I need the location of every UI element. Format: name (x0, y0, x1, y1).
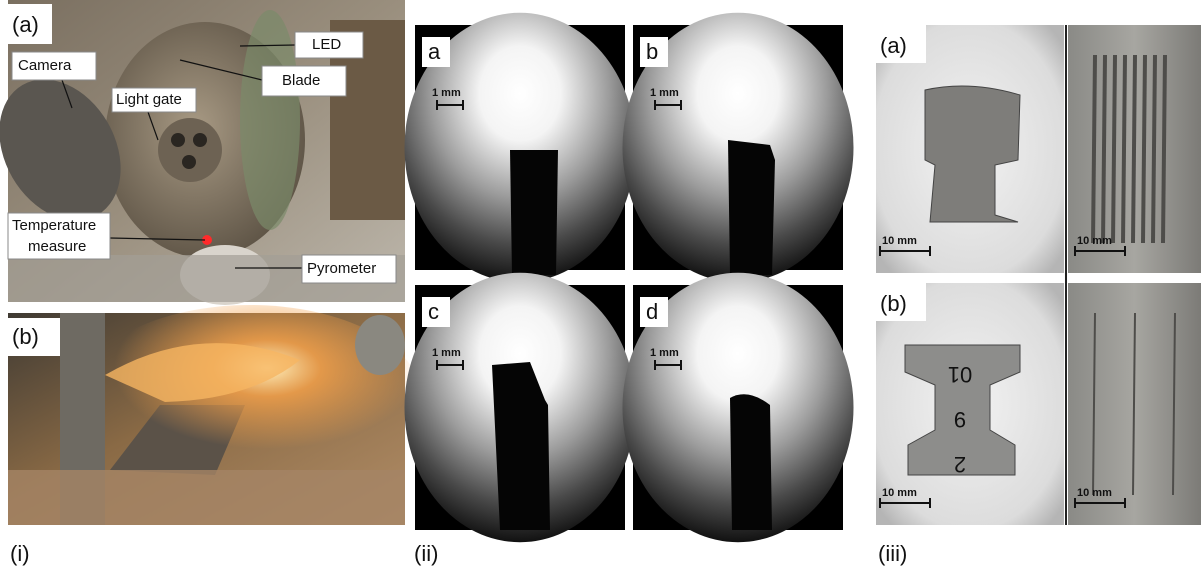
specimen-photos: (a) 10 mm 10 mm (b) 10 mm 10 mm 01 9 2 (876, 25, 1201, 525)
groove (1153, 55, 1155, 243)
groove (1133, 55, 1135, 243)
hub (158, 118, 222, 182)
specimen-shadow (730, 394, 772, 530)
panel-label: (i) (10, 541, 30, 566)
panel-label: (b) (12, 324, 39, 349)
scale-label: 1 mm (432, 87, 461, 99)
panel-label: (ii) (414, 541, 438, 566)
callout: Light gate (116, 91, 182, 108)
specimen-shadow (728, 140, 775, 275)
panel-label: (iii) (878, 541, 907, 566)
specimen-mark: 9 (954, 407, 966, 432)
frame-label: b (646, 39, 658, 64)
callout: Temperature (12, 217, 96, 234)
scale-label: 1 mm (650, 347, 679, 359)
callout: LED (312, 36, 341, 53)
specimen-mark: 01 (948, 362, 972, 387)
camera-lens (355, 315, 405, 375)
row-label: (b) (880, 291, 907, 316)
groove (1123, 55, 1125, 243)
groove (1103, 55, 1105, 243)
photo-test (8, 305, 420, 525)
hole (182, 155, 196, 169)
row-label: (a) (880, 33, 907, 58)
callout: Pyrometer (307, 260, 376, 277)
figure: (a) Camera Light gate LED Blade Temperat… (0, 0, 1203, 570)
specimen-mark: 2 (954, 452, 966, 477)
disc-rim (240, 10, 300, 230)
scale-label: 1 mm (432, 347, 461, 359)
scale-label: 10 mm (882, 235, 917, 247)
groove (1093, 55, 1095, 243)
scale-label: 10 mm (1077, 235, 1112, 247)
scale-label: 1 mm (650, 87, 679, 99)
groove (1143, 55, 1145, 243)
panel-label: (a) (12, 12, 39, 37)
groove (1113, 55, 1115, 243)
frame-label: c (428, 299, 439, 324)
hole (193, 133, 207, 147)
callout: measure (28, 238, 86, 255)
hole (171, 133, 185, 147)
scale-label: 10 mm (1077, 487, 1112, 499)
scale-label: 10 mm (882, 487, 917, 499)
frame-label: a (428, 39, 441, 64)
frame-label: d (646, 299, 658, 324)
callout: Blade (282, 72, 320, 89)
callout: Camera (18, 57, 72, 74)
specimen-shadow (510, 150, 558, 275)
groove (1163, 55, 1165, 243)
xray-frames: a 1 mm b 1 mm c 1 mm d 1 mm (405, 13, 854, 543)
